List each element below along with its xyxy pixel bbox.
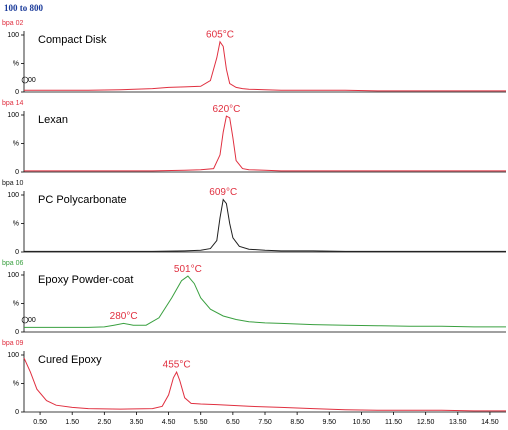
y-tick-label: %	[13, 300, 19, 307]
x-tick-label: 8.50	[290, 419, 304, 426]
line	[24, 275, 506, 328]
y-tick-label: 100	[7, 272, 19, 279]
y-tick-label: 0	[15, 89, 19, 96]
panel-id: bpa 10	[2, 180, 24, 187]
marker-icon	[21, 316, 29, 324]
x-tick-label: 7.50	[258, 419, 272, 426]
x-tick-label: 10.50	[353, 419, 371, 426]
line	[24, 115, 506, 172]
peak-label: 609°C	[209, 187, 237, 198]
y-tick-label: %	[13, 140, 19, 147]
marker-icon	[21, 76, 29, 84]
x-tick-label: 13.50	[449, 419, 467, 426]
x-tick-label: 6.50	[226, 419, 240, 426]
y-tick-label: %	[13, 380, 19, 387]
peak-label: 620°C	[212, 104, 240, 115]
header: 100 to 800	[4, 3, 43, 13]
x-tick-label: 4.50	[162, 419, 176, 426]
y-tick-label: 0	[15, 329, 19, 336]
panel-id: bpa 06	[2, 260, 24, 267]
x-tick-label: 12.50	[417, 419, 435, 426]
panel-title: PC Polycarbonate	[38, 194, 127, 206]
y-tick-label: 0	[15, 169, 19, 176]
peak-label: 280°C	[110, 311, 138, 322]
y-tick-label: 100	[7, 32, 19, 39]
x-tick-label: 3.50	[130, 419, 144, 426]
peak-label: 455°C	[163, 360, 191, 371]
panel-id: bpa 14	[2, 100, 24, 107]
y-tick-label: 100	[7, 192, 19, 199]
y-tick-label: 100	[7, 112, 19, 119]
peak-label: 501°C	[174, 264, 202, 275]
y-tick-label: %	[13, 60, 19, 67]
y-tick-label: 0	[15, 249, 19, 256]
y-tick-label: 0	[15, 409, 19, 416]
x-tick-label: 2.50	[98, 419, 112, 426]
line	[23, 357, 506, 412]
panel-id: bpa 02	[2, 20, 24, 27]
marker-label: 00	[28, 317, 36, 324]
panel-title: Cured Epoxy	[38, 354, 102, 366]
y-tick-label: %	[13, 220, 19, 227]
x-tick-label: 1.50	[65, 419, 79, 426]
panel-title: Epoxy Powder-coat	[38, 274, 133, 286]
x-tick-label: 0.50	[33, 419, 47, 426]
peak-label: 605°C	[206, 29, 234, 40]
y-tick-label: 100	[7, 352, 19, 359]
x-tick-label: 5.50	[194, 419, 208, 426]
x-tick-label: 11.50	[385, 419, 402, 426]
x-tick-label: 9.50	[322, 419, 336, 426]
line	[24, 40, 506, 92]
panel-title: Compact Disk	[38, 34, 107, 46]
panel-id: bpa 09	[2, 340, 24, 347]
panel-title: Lexan	[38, 114, 68, 126]
line	[24, 198, 506, 252]
marker-label: 00	[28, 77, 36, 84]
x-tick-label: 14.50	[481, 419, 499, 426]
